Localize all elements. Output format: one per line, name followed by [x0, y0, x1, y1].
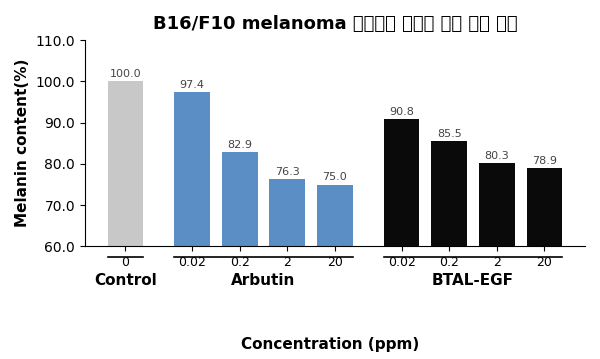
- Bar: [317, 185, 353, 359]
- Bar: [527, 168, 562, 359]
- Title: B16/F10 melanoma 세포내의 멜라닌 생성 억제 측정: B16/F10 melanoma 세포내의 멜라닌 생성 억제 측정: [152, 15, 517, 33]
- Bar: [174, 92, 210, 359]
- Text: 90.8: 90.8: [389, 107, 414, 117]
- Text: 85.5: 85.5: [437, 129, 461, 139]
- Bar: [222, 152, 257, 359]
- Bar: [269, 179, 305, 359]
- Text: Concentration (ppm): Concentration (ppm): [241, 337, 419, 352]
- Text: Arbutin: Arbutin: [232, 273, 296, 288]
- Bar: [479, 163, 515, 359]
- Text: Control: Control: [94, 273, 157, 288]
- Bar: [384, 119, 419, 359]
- Text: 82.9: 82.9: [227, 140, 252, 150]
- Text: 75.0: 75.0: [323, 172, 347, 182]
- Bar: [107, 81, 143, 359]
- Text: 80.3: 80.3: [484, 150, 509, 160]
- Bar: [431, 141, 467, 359]
- Y-axis label: Melanin content(%): Melanin content(%): [15, 59, 30, 228]
- Text: 100.0: 100.0: [110, 69, 141, 79]
- Text: 76.3: 76.3: [275, 167, 300, 177]
- Text: BTAL-EGF: BTAL-EGF: [432, 273, 514, 288]
- Text: 97.4: 97.4: [179, 80, 205, 90]
- Text: 78.9: 78.9: [532, 157, 557, 166]
